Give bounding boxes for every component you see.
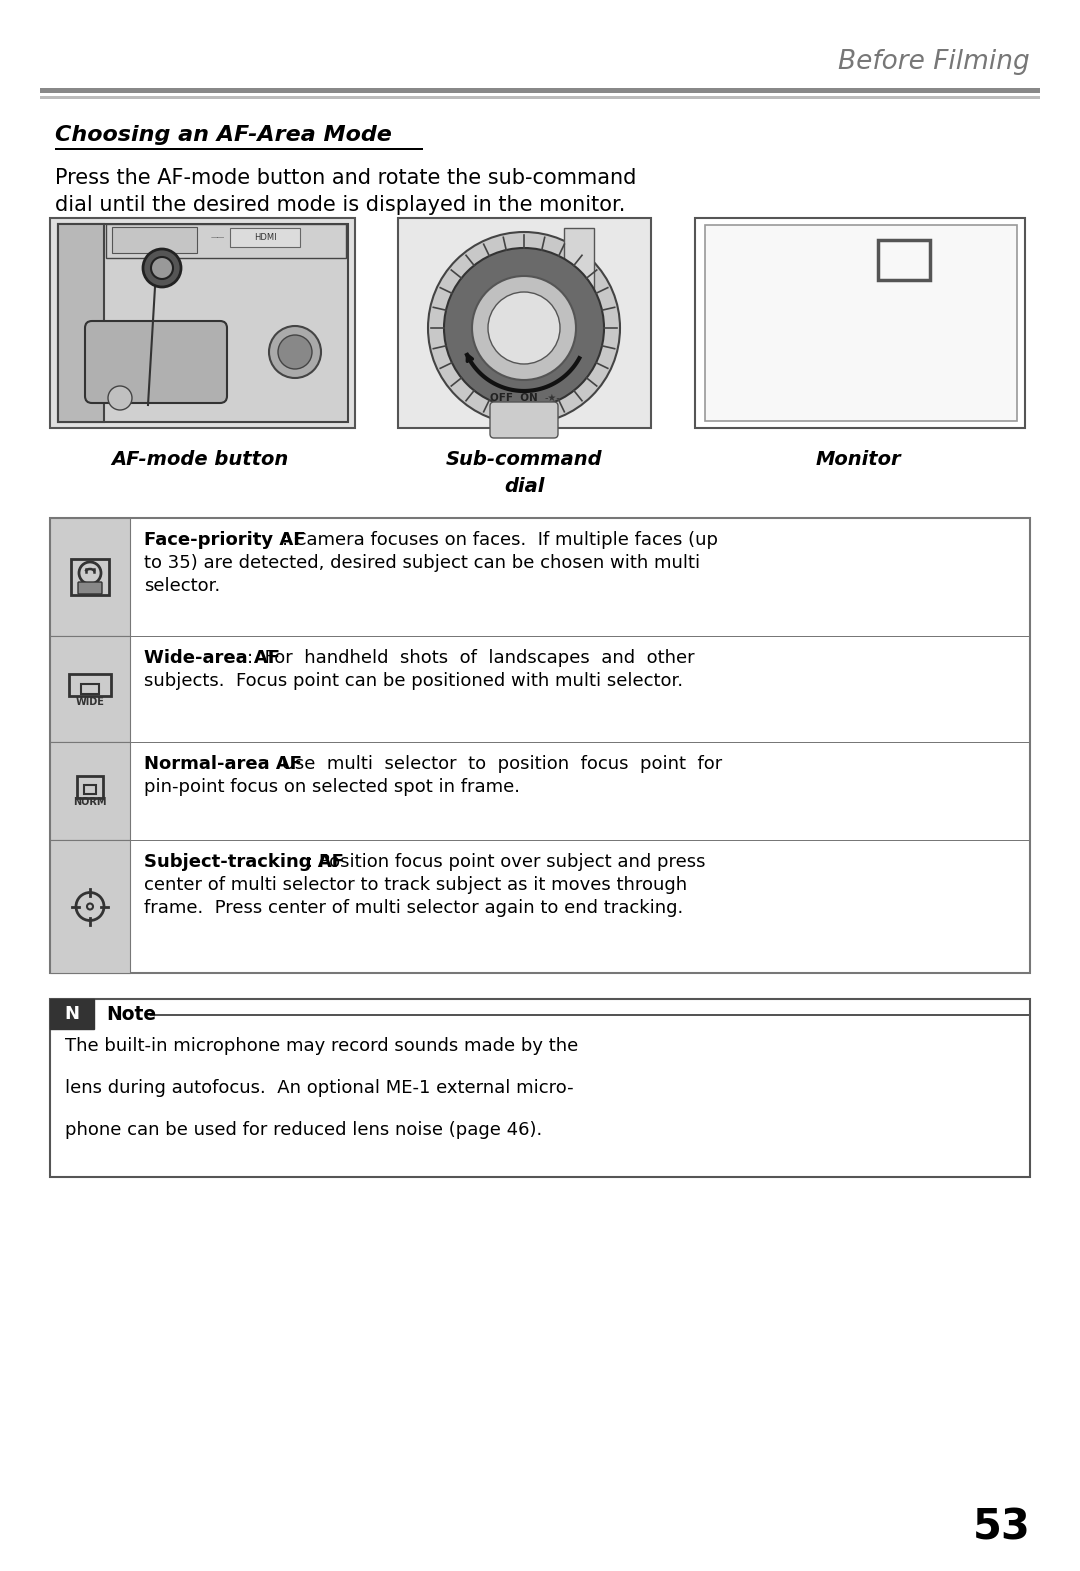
Text: HDMI: HDMI: [254, 233, 276, 242]
Text: Sub-command: Sub-command: [446, 449, 603, 470]
Bar: [40, 96, 1040, 99]
Text: dial until the desired mode is displayed in the monitor.: dial until the desired mode is displayed…: [55, 195, 625, 215]
Bar: [69, 674, 111, 696]
Text: NORM: NORM: [73, 796, 107, 807]
Text: :  Use  multi  selector  to  position  focus  point  for: : Use multi selector to position focus p…: [265, 756, 723, 773]
Text: dial: dial: [503, 478, 544, 496]
Circle shape: [428, 233, 620, 424]
Circle shape: [151, 258, 173, 280]
Bar: [40, 88, 1040, 93]
Bar: [71, 559, 109, 595]
Circle shape: [108, 386, 132, 410]
Bar: [58, 225, 348, 423]
FancyBboxPatch shape: [85, 320, 227, 404]
Bar: [878, 240, 930, 280]
Text: Choosing an AF-Area Mode: Choosing an AF-Area Mode: [55, 126, 392, 145]
Bar: [50, 742, 130, 840]
Text: Note: Note: [106, 1004, 157, 1023]
Bar: [696, 218, 1025, 427]
Text: frame.  Press center of multi selector again to end tracking.: frame. Press center of multi selector ag…: [144, 899, 684, 917]
Text: -★-: -★-: [544, 393, 559, 404]
Text: N: N: [65, 1005, 80, 1023]
Text: Press the AF-mode button and rotate the sub-command: Press the AF-mode button and rotate the …: [55, 168, 636, 189]
Text: The built-in microphone may record sounds made by the: The built-in microphone may record sound…: [65, 1037, 578, 1056]
Circle shape: [143, 248, 181, 287]
Text: lens during autofocus.  An optional ME-1 external micro-: lens during autofocus. An optional ME-1 …: [65, 1079, 573, 1097]
Text: Wide-area AF: Wide-area AF: [144, 649, 280, 668]
Text: : Camera focuses on faces.  If multiple faces (up: : Camera focuses on faces. If multiple f…: [282, 531, 717, 548]
Bar: [81, 683, 99, 694]
Bar: [399, 218, 651, 427]
Text: Before Filming: Before Filming: [838, 49, 1030, 75]
Bar: [50, 999, 94, 1029]
Bar: [50, 518, 1030, 972]
Text: Monitor: Monitor: [815, 449, 901, 470]
Text: : Position focus point over subject and press: : Position focus point over subject and …: [308, 853, 706, 870]
FancyBboxPatch shape: [490, 402, 558, 438]
Text: selector.: selector.: [144, 577, 220, 595]
Circle shape: [278, 335, 312, 369]
Text: Normal-area AF: Normal-area AF: [144, 756, 302, 773]
Bar: [84, 786, 96, 793]
Text: OFF  ON: OFF ON: [490, 393, 538, 404]
Text: subjects.  Focus point can be positioned with multi selector.: subjects. Focus point can be positioned …: [144, 672, 684, 690]
Circle shape: [444, 248, 604, 408]
Bar: [50, 518, 130, 636]
Circle shape: [488, 292, 561, 364]
Bar: [50, 218, 355, 427]
Text: 53: 53: [973, 1507, 1031, 1549]
Bar: [106, 225, 346, 258]
Text: AF-mode button: AF-mode button: [111, 449, 288, 470]
Bar: [55, 148, 423, 149]
Text: Subject-tracking AF: Subject-tracking AF: [144, 853, 343, 870]
Bar: [50, 840, 130, 972]
Bar: [112, 226, 197, 253]
Bar: [230, 228, 300, 247]
Bar: [77, 776, 103, 798]
Text: phone can be used for reduced lens noise (page 46).: phone can be used for reduced lens noise…: [65, 1122, 542, 1139]
Text: :  For  handheld  shots  of  landscapes  and  other: : For handheld shots of landscapes and o…: [247, 649, 694, 668]
Text: —―: —―: [211, 234, 225, 240]
Text: center of multi selector to track subject as it moves through: center of multi selector to track subjec…: [144, 877, 687, 894]
Circle shape: [269, 327, 321, 379]
Text: Face-priority AF: Face-priority AF: [144, 531, 306, 548]
Text: pin-point focus on selected spot in frame.: pin-point focus on selected spot in fram…: [144, 778, 519, 796]
Bar: [564, 228, 594, 308]
FancyBboxPatch shape: [78, 581, 102, 594]
Bar: [50, 999, 1030, 1177]
Bar: [58, 225, 104, 423]
Circle shape: [472, 276, 576, 380]
Bar: [50, 636, 130, 742]
Text: WIDE: WIDE: [76, 698, 105, 707]
Text: to 35) are detected, desired subject can be chosen with multi: to 35) are detected, desired subject can…: [144, 555, 700, 572]
Bar: [705, 225, 1017, 421]
